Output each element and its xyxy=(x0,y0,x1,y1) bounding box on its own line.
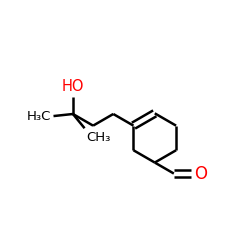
Text: CH₃: CH₃ xyxy=(86,131,110,144)
Text: O: O xyxy=(194,164,207,182)
Text: H₃C: H₃C xyxy=(27,110,52,122)
Text: HO: HO xyxy=(62,79,84,94)
